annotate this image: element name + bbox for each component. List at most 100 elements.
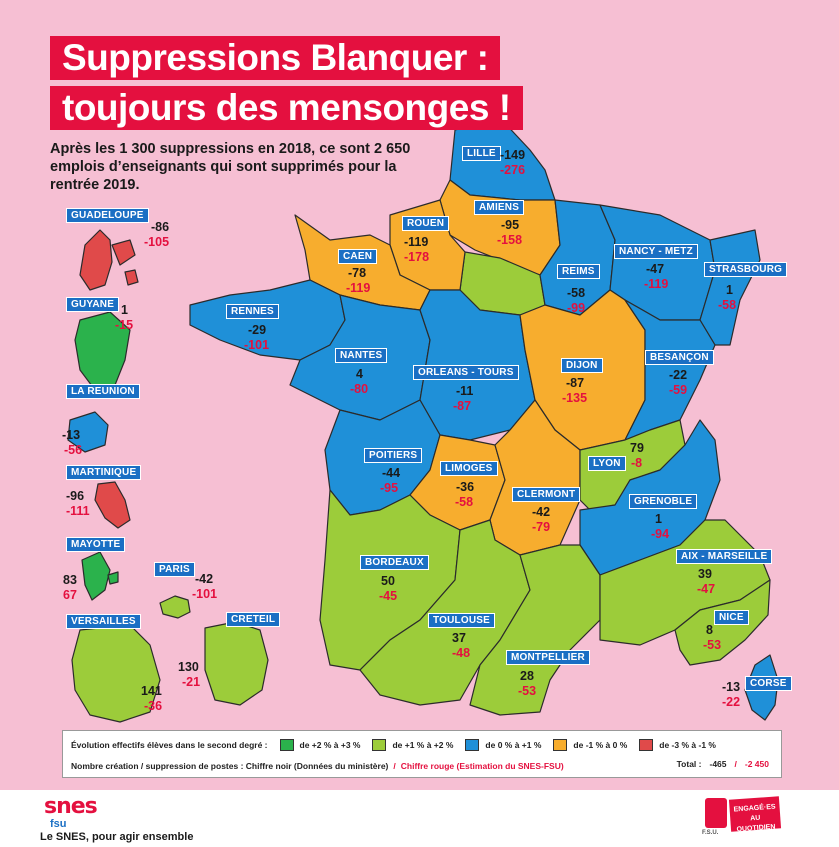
region-value-black-amiens: -95: [501, 218, 520, 232]
region-value-red-guadeloupe: -105: [144, 235, 170, 249]
region-value-red-poitiers: -95: [380, 481, 399, 495]
region-label-nancy-metz: NANCY - METZ: [614, 244, 698, 259]
region-label-nice: NICE: [714, 610, 749, 625]
region-martinique: [94, 481, 131, 529]
region-label-caen: CAEN: [338, 249, 378, 264]
region-value-red-corse: -22: [722, 695, 741, 709]
region-value-black-montpellier: 28: [520, 669, 534, 683]
region-value-red-lyon: -8: [631, 456, 643, 470]
region-label-aix-marseille: AIX - MARSEILLE: [676, 549, 773, 564]
title-line-2: toujours des mensonges !: [50, 86, 523, 130]
region-value-black-lille: -149: [500, 148, 526, 162]
region-guadeloupe-east: [111, 239, 136, 266]
region-paris: [159, 595, 191, 619]
region-value-black-besancon: -22: [669, 368, 688, 382]
region-value-black-corse: -13: [722, 680, 741, 694]
legend-item-2: de 0 % à +1 %: [485, 740, 542, 750]
fsu-badge-icon: [705, 798, 727, 828]
subtitle: Après les 1 300 suppressions en 2018, ce…: [50, 141, 411, 193]
region-value-red-rouen: -178: [404, 250, 430, 264]
region-label-limoges: LIMOGES: [440, 461, 498, 476]
region-value-black-bordeaux: 50: [381, 574, 395, 588]
region-value-black-dijon: -87: [566, 376, 585, 390]
region-value-black-strasbourg: 1: [726, 283, 733, 297]
region-value-red-paris: -101: [192, 587, 218, 601]
legend-total-black: -465: [709, 759, 727, 769]
region-label-mayotte: MAYOTTE: [66, 537, 126, 552]
legend-item-4: de -3 % à -1 %: [659, 740, 716, 750]
region-label-guadeloupe: GUADELOUPE: [66, 208, 149, 223]
region-mayotte-islet: [107, 571, 119, 585]
region-label-versailles: VERSAILLES: [66, 614, 141, 629]
region-value-black-creteil: 130: [178, 660, 199, 674]
region-value-red-limoges: -58: [455, 495, 474, 509]
region-value-black-caen: -78: [348, 266, 367, 280]
region-value-black-mayotte: 83: [63, 573, 77, 587]
legend-creation-label: Nombre création / suppression de postes …: [71, 761, 389, 771]
legend-item-1: de +1 % à +2 %: [392, 740, 454, 750]
legend-evolution-label: Évolution effectifs élèves dans le secon…: [71, 740, 268, 750]
title-line-1: Suppressions Blanquer :: [50, 36, 501, 80]
legend: Évolution effectifs élèves dans le secon…: [62, 730, 782, 778]
region-value-black-aix-marseille: 39: [698, 567, 712, 581]
legend-swatch-2: [465, 739, 480, 751]
region-value-black-clermont: -42: [532, 505, 551, 519]
region-value-black-guadeloupe: -86: [151, 220, 170, 234]
footer-tagline: Le SNES, pour agir ensemble: [40, 831, 194, 843]
region-value-red-martinique: -111: [66, 504, 90, 518]
region-label-strasbourg: STRASBOURG: [704, 262, 788, 277]
region-label-montpellier: MONTPELLIER: [506, 650, 590, 665]
region-value-red-lille: -276: [500, 163, 526, 177]
region-label-rennes: RENNES: [226, 304, 279, 319]
footer: snes fsu Le SNES, pour agir ensemble F.S…: [0, 790, 839, 847]
region-value-red-nantes: -80: [350, 382, 369, 396]
region-mayotte: [81, 551, 111, 601]
legend-swatch-1: [372, 739, 387, 751]
region-value-red-bordeaux: -45: [379, 589, 398, 603]
legend-swatch-4: [639, 739, 654, 751]
legend-row-postes: Nombre création / suppression de postes …: [71, 759, 564, 773]
region-value-black-orleans-tours: -11: [456, 384, 474, 398]
legend-item-0: de +2 % à +3 %: [299, 740, 361, 750]
region-strasbourg: [699, 229, 761, 346]
engage-badge: ENGAGÉ·ES AU QUOTIDIEN: [728, 796, 782, 833]
region-value-black-reims: -58: [567, 286, 586, 300]
region-label-toulouse: TOULOUSE: [428, 613, 495, 628]
fsu-logo-text: fsu: [50, 818, 67, 830]
region-value-red-grenoble: -94: [651, 527, 670, 541]
region-label-creteil: CRETEIL: [226, 612, 281, 627]
legend-swatch-0: [279, 739, 294, 751]
region-guadeloupe: [79, 229, 113, 291]
region-label-besancon: BESANÇON: [645, 350, 714, 365]
region-value-red-caen: -119: [346, 281, 371, 295]
region-value-black-limoges: -36: [456, 480, 475, 494]
legend-total-separator: /: [734, 759, 737, 769]
region-value-red-nancy-metz: -119: [644, 277, 669, 291]
legend-item-3: de -1 % à 0 %: [573, 740, 628, 750]
region-value-black-la-reunion: -13: [62, 428, 81, 442]
region-label-amiens: AMIENS: [474, 200, 525, 215]
region-label-reims: REIMS: [557, 264, 600, 279]
region-value-red-guyane: -15: [115, 318, 134, 332]
region-label-paris: PARIS: [154, 562, 195, 577]
region-clermont: [489, 399, 581, 556]
region-label-la-reunion: LA REUNION: [66, 384, 140, 399]
region-value-red-clermont: -79: [532, 520, 551, 534]
region-guadeloupe-island: [124, 269, 139, 286]
region-la-reunion: [67, 411, 109, 453]
region-value-black-lyon: 79: [630, 441, 644, 455]
region-label-bordeaux: BORDEAUX: [360, 555, 429, 570]
legend-separator: /: [393, 761, 396, 771]
fsu-badge-text: F.S.U.: [702, 830, 719, 836]
region-value-red-toulouse: -48: [452, 646, 471, 660]
region-value-red-strasbourg: -58: [718, 298, 737, 312]
region-label-martinique: MARTINIQUE: [66, 465, 142, 480]
region-label-lille: LILLE: [462, 146, 501, 161]
region-value-red-dijon: -135: [562, 391, 588, 405]
region-value-red-mayotte: 67: [63, 588, 77, 602]
region-label-grenoble: GRENOBLE: [629, 494, 698, 509]
legend-red-label: Chiffre rouge (Estimation du SNES-FSU): [400, 761, 564, 771]
region-value-red-rennes: -101: [244, 338, 270, 352]
region-value-black-poitiers: -44: [382, 466, 401, 480]
region-value-red-besancon: -59: [669, 383, 688, 397]
